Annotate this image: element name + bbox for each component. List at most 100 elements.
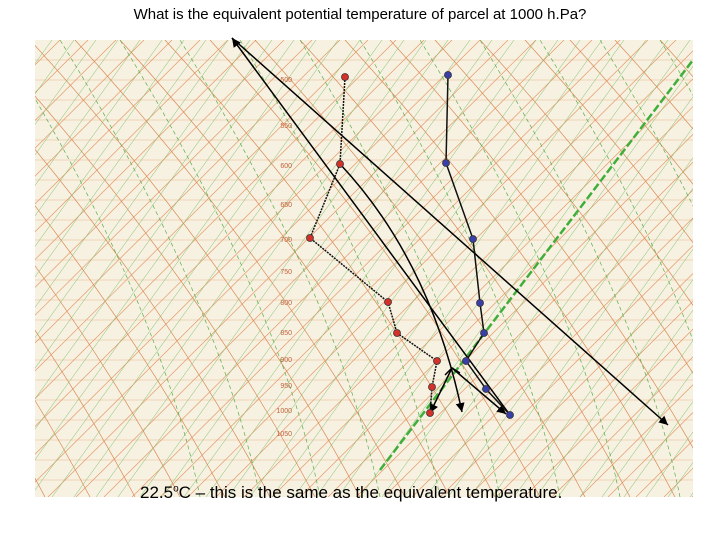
isotherm: [439, 245, 693, 497]
pressure-label: 550: [280, 123, 292, 130]
green-line: [491, 218, 693, 497]
temperature-profile: [309, 76, 438, 414]
dry-adiabat: [164, 40, 496, 497]
pressure-labels: 500 550 600 650 700 750 800 850 900 950 1000 1050: [276, 77, 292, 438]
dry-adiabat: [614, 40, 693, 130]
dewpoint-point: [462, 357, 470, 365]
pressure-label: 750: [280, 269, 292, 276]
pressure-label: 950: [280, 383, 292, 390]
green-line: [601, 370, 693, 497]
isotherm: [75, 40, 537, 497]
isotherm: [35, 40, 453, 455]
isotherm: [47, 40, 509, 497]
green-line: [337, 40, 669, 497]
green-line: [35, 40, 141, 186]
green-line: [183, 40, 515, 497]
arrow: [451, 367, 507, 415]
isotherm: [187, 40, 649, 497]
dry-adiabat: [35, 44, 361, 497]
green-line: [623, 401, 693, 497]
green-line: [712, 40, 720, 497]
dry-adiabat: [569, 40, 693, 185]
dewpoint-point: [476, 299, 484, 307]
moist-adiabat: [359, 40, 561, 497]
pressure-label: 900: [280, 357, 292, 364]
pressure-label: 1050: [276, 431, 292, 438]
isotherm: [327, 133, 693, 497]
dry-adiabat: [344, 40, 676, 497]
isotherm: [299, 106, 693, 497]
dry-adiabat: [35, 329, 136, 497]
green-line: [513, 248, 693, 497]
green-line: [0, 40, 30, 497]
dewpoint-point: [442, 159, 450, 167]
temperature-point: [428, 383, 436, 391]
green-line: [271, 40, 603, 497]
moist-adiabat: [179, 40, 381, 497]
arrow: [231, 37, 669, 426]
green-line: [359, 40, 691, 497]
green-line: [403, 96, 693, 497]
isotherm: [35, 40, 117, 121]
green-line: [73, 40, 405, 497]
isotherm: [35, 40, 173, 177]
sounding: [231, 37, 669, 426]
green-line: [689, 492, 693, 497]
moist-adiabat: [239, 40, 441, 497]
isotherm: [35, 40, 285, 288]
green-line: [35, 40, 273, 369]
green-line: [469, 187, 693, 497]
pressure-label: 500: [280, 77, 292, 84]
dewpoint-point: [480, 329, 488, 337]
isotherm: [691, 495, 693, 497]
dry-adiabat: [35, 399, 91, 497]
green-line: [35, 40, 251, 339]
green-line: [161, 40, 493, 497]
dry-adiabat: [479, 40, 693, 306]
dry-adiabat: [299, 40, 631, 497]
isotherm: [411, 217, 693, 497]
moist-adiabat: [35, 97, 201, 497]
green-line: [35, 40, 339, 461]
dry-adiabat: [209, 40, 541, 497]
green-line: [35, 40, 207, 278]
slide-title: What is the equivalent potential tempera…: [133, 6, 587, 23]
green-line: [35, 40, 97, 125]
green-line: [35, 40, 229, 308]
green-line: [139, 40, 471, 497]
dewpoint-point: [482, 385, 490, 393]
green-line: [35, 40, 185, 247]
green-line: [535, 279, 693, 497]
pressure-label: 850: [280, 330, 292, 337]
isotherm: [243, 50, 693, 497]
dry-adiabat: [524, 40, 693, 244]
green-line: [447, 157, 693, 497]
isotherm: [35, 40, 481, 483]
diagram-background: [35, 40, 693, 497]
green-line: [205, 40, 537, 497]
moist-adiabat: [299, 40, 501, 497]
dry-adiabat: [119, 40, 451, 497]
isotherm: [159, 40, 621, 497]
temperature-point: [384, 298, 392, 306]
dry-adiabat: [35, 205, 226, 497]
green-line: [35, 40, 295, 400]
pressure-label: 600: [280, 163, 292, 170]
pressure-label: 700: [280, 237, 292, 244]
arrow: [429, 367, 453, 414]
moist-adiabat: [419, 40, 621, 497]
temperature-point: [341, 73, 349, 81]
green-line: [381, 65, 693, 497]
isotherm: [383, 189, 693, 497]
green-line: [293, 40, 625, 497]
isotherm: [271, 78, 693, 497]
isotherm: [467, 272, 693, 497]
caption-value: 22.5: [140, 483, 174, 502]
dry-adiabat: [35, 265, 181, 497]
dewpoint-point: [506, 411, 514, 419]
temperature-point: [306, 234, 314, 242]
isotherm: [215, 40, 677, 497]
green-line: [379, 59, 693, 471]
green-line: [557, 309, 693, 497]
